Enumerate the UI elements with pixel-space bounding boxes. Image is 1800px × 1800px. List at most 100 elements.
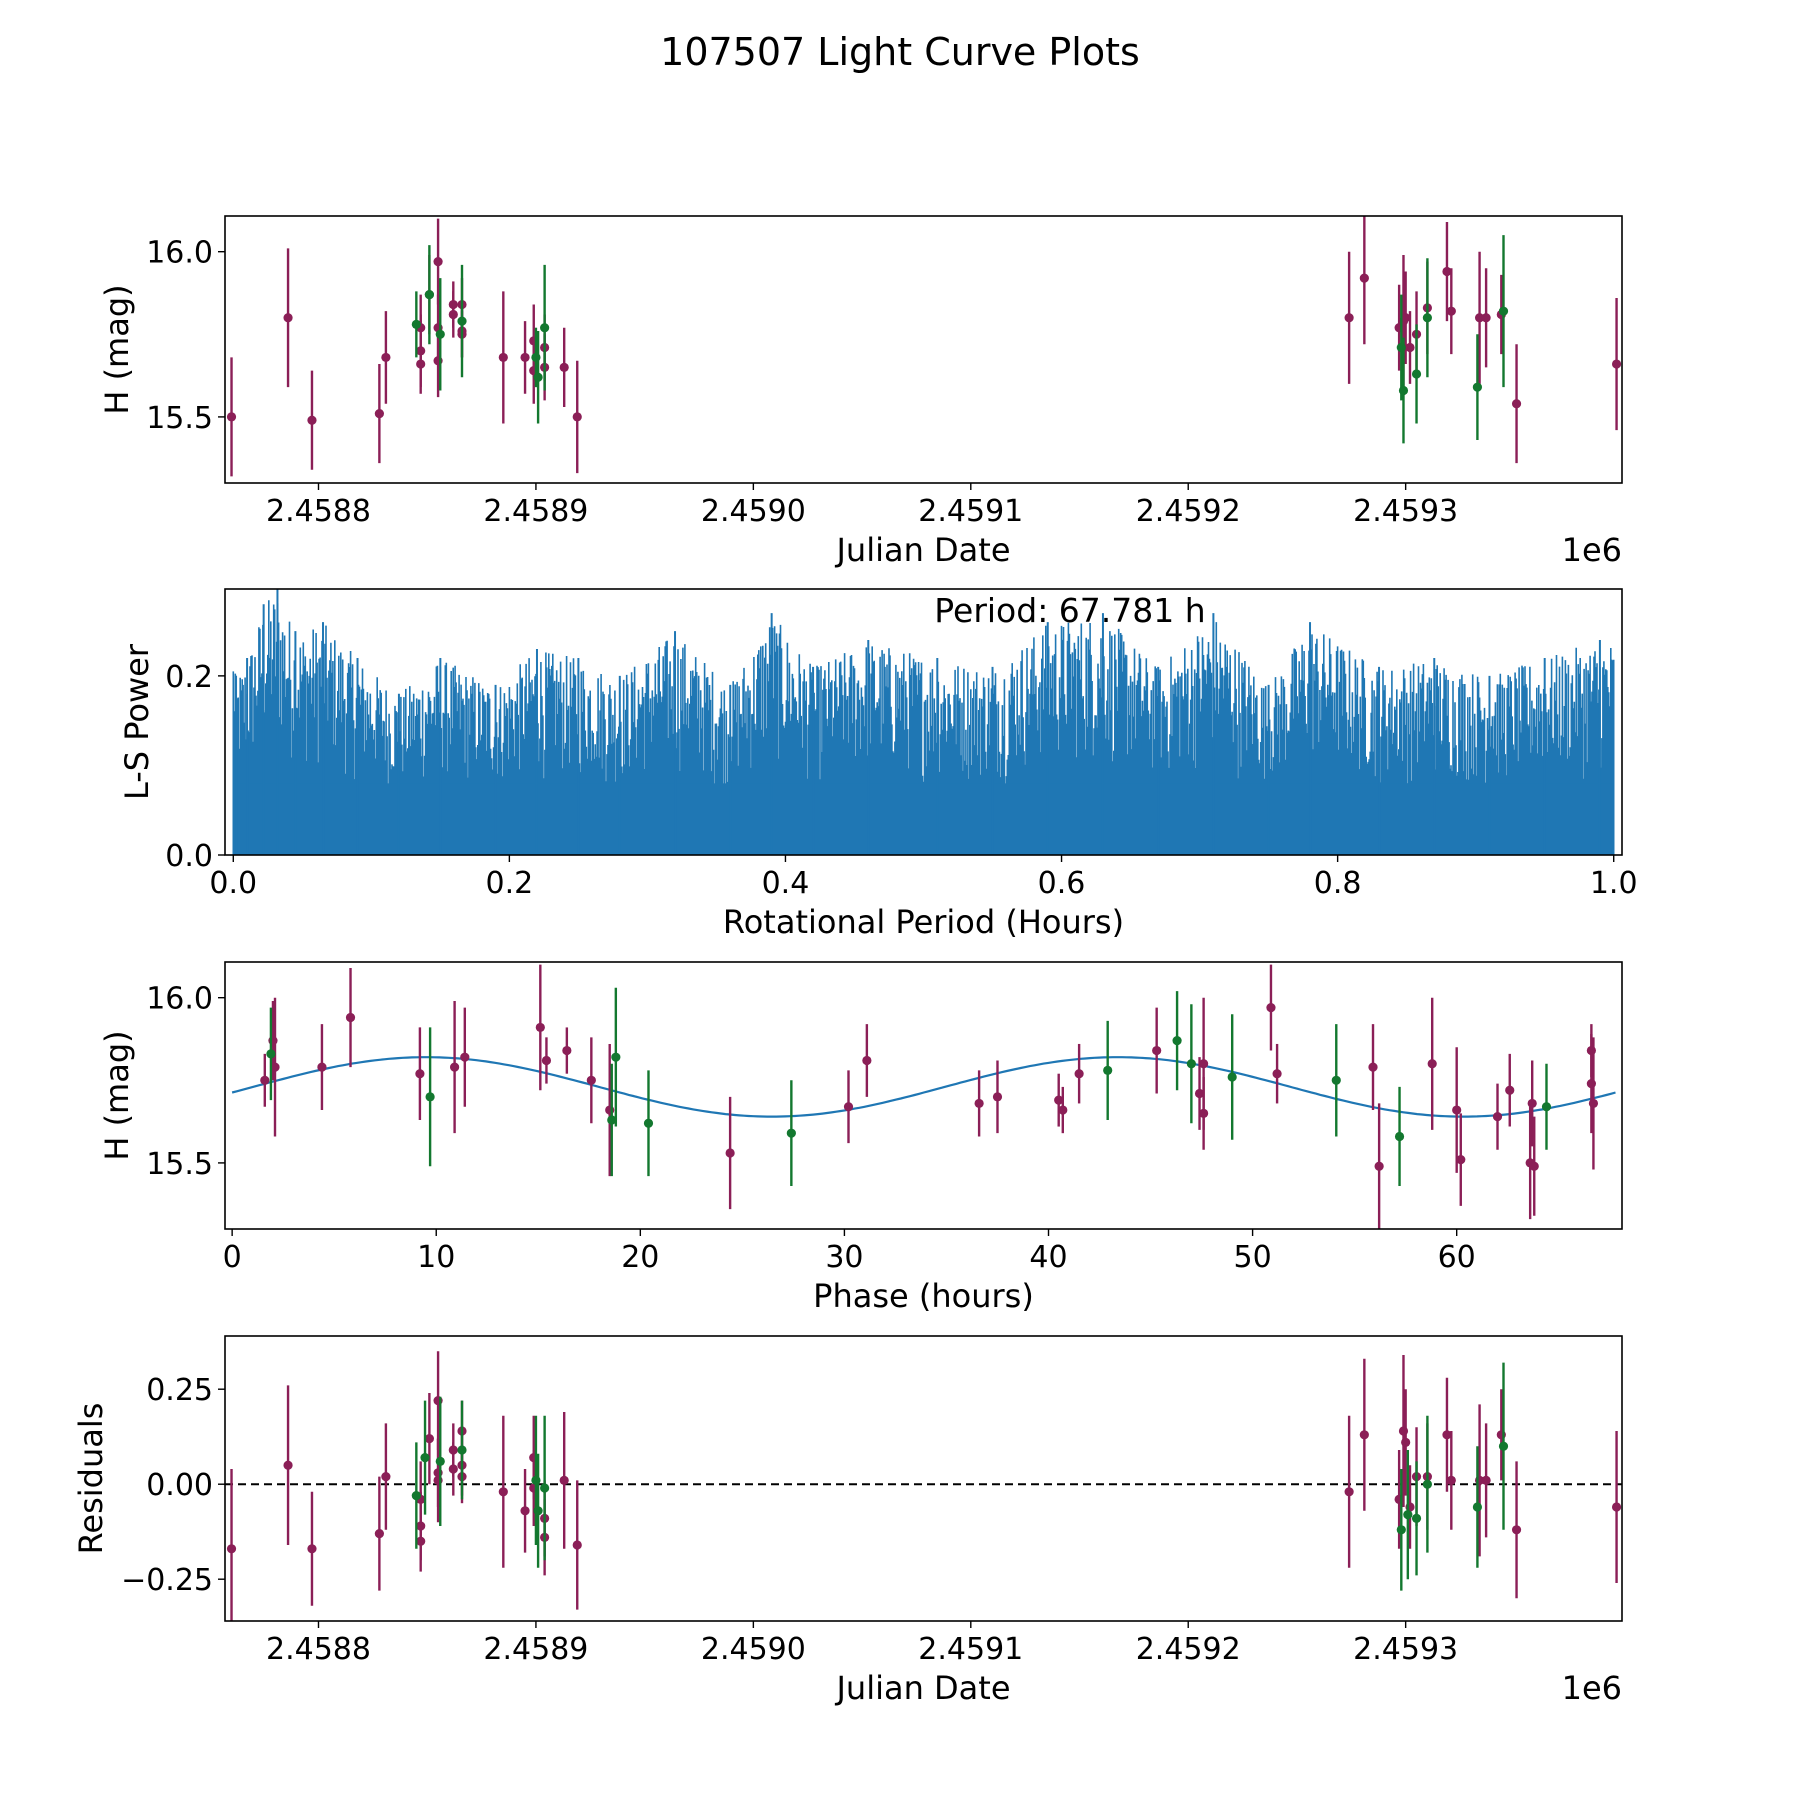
- data-point: [1359, 273, 1369, 283]
- x-tick-label: 2.4593: [1353, 1632, 1458, 1667]
- x-tick-label: 2.4589: [483, 1632, 588, 1667]
- y-tick-label: 16.0: [146, 982, 213, 1017]
- y-tick-label: 0.00: [146, 1468, 213, 1503]
- x-axis-label: Julian Date: [834, 1669, 1010, 1707]
- data-point: [381, 1472, 391, 1482]
- axes-frame: [224, 588, 1623, 856]
- data-point: [559, 1475, 569, 1485]
- axes-frame: [224, 215, 1623, 484]
- data-point: [1588, 1098, 1599, 1109]
- data-point: [345, 1012, 356, 1023]
- x-tick-label: 1.0: [1590, 866, 1638, 901]
- data-point: [317, 1062, 327, 1072]
- data-point: [498, 1487, 508, 1497]
- data-point: [1481, 313, 1491, 323]
- plot-area: [231, 964, 1616, 1229]
- data-point: [643, 1118, 654, 1128]
- data-point: [1401, 1437, 1411, 1447]
- data-point: [1359, 1430, 1369, 1440]
- data-point: [992, 1092, 1003, 1102]
- data-point: [1405, 342, 1415, 353]
- data-point: [540, 323, 550, 333]
- periodogram-floor: [233, 783, 1614, 855]
- data-point: [533, 1506, 543, 1516]
- y-tick-label: 0.0: [165, 839, 213, 874]
- y-axis-label: H (mag): [98, 284, 136, 414]
- data-point: [381, 352, 391, 363]
- x-tick-label: 2.4592: [1136, 494, 1241, 529]
- data-point: [1199, 1059, 1209, 1069]
- period-annotation: Period: 67.781 h: [934, 591, 1205, 630]
- data-point: [226, 1544, 237, 1554]
- data-point: [424, 290, 434, 300]
- data-point: [460, 1052, 470, 1062]
- data-point: [1194, 1088, 1205, 1099]
- data-point: [1394, 1131, 1405, 1142]
- data-point: [1411, 1513, 1422, 1523]
- periodogram-panel: Period: 67.781 h 0.0 0.2 0.4 0.6 0.8 1.0 0.0 0.2…: [118, 588, 1638, 941]
- data-point: [307, 415, 317, 425]
- data-point: [307, 1544, 317, 1554]
- raw-light-curve-panel: 2.4588 2.4589 2.4590 2.4591 2.4592 2.4593 15.5…: [98, 215, 1623, 569]
- data-point: [1368, 1062, 1378, 1072]
- data-point: [974, 1098, 984, 1109]
- data-point: [448, 1464, 458, 1474]
- x-offset-label: 1e6: [1562, 1669, 1622, 1707]
- data-point: [611, 1052, 621, 1062]
- y-tick-label: 0.25: [146, 1373, 213, 1408]
- y-tick-label: 15.5: [146, 401, 213, 436]
- data-point: [1401, 313, 1411, 323]
- data-point: [533, 372, 543, 382]
- data-point: [266, 1049, 276, 1059]
- data-point: [226, 412, 237, 422]
- data-point: [1227, 1072, 1237, 1082]
- data-point: [520, 1506, 530, 1516]
- data-point: [283, 313, 293, 323]
- data-point: [725, 1148, 735, 1158]
- data-point: [1527, 1098, 1537, 1109]
- data-point: [1403, 1510, 1413, 1520]
- data-point: [862, 1055, 872, 1066]
- x-tick-label: 0.6: [1038, 866, 1086, 901]
- x-tick-label: 60: [1438, 1240, 1476, 1275]
- data-point: [1058, 1105, 1068, 1115]
- x-tick-label: 0.8: [1314, 866, 1362, 901]
- data-point: [1442, 266, 1452, 277]
- data-point: [1422, 313, 1432, 323]
- plot-area: [226, 216, 1622, 477]
- data-point: [1103, 1065, 1113, 1075]
- x-tick-label: 2.4590: [701, 1632, 806, 1667]
- data-point: [1474, 313, 1485, 323]
- data-point: [1411, 369, 1422, 379]
- data-point: [572, 412, 582, 422]
- y-axis-label: H (mag): [98, 1030, 136, 1160]
- x-tick-label: 30: [825, 1240, 863, 1275]
- data-point: [843, 1102, 854, 1112]
- data-point: [498, 352, 508, 363]
- x-tick-label: 0.4: [762, 866, 810, 901]
- data-point: [416, 359, 426, 369]
- data-point: [1456, 1155, 1466, 1165]
- data-point: [411, 319, 421, 329]
- data-point: [435, 1456, 445, 1466]
- data-point: [1492, 1112, 1503, 1122]
- data-point: [1172, 1036, 1182, 1046]
- x-tick-label: 2.4591: [918, 494, 1023, 529]
- data-point: [425, 1092, 435, 1102]
- data-point: [1186, 1059, 1196, 1069]
- data-point: [1266, 1003, 1276, 1013]
- data-point: [1505, 1085, 1515, 1095]
- axes-frame: [224, 961, 1623, 1230]
- data-point: [1344, 313, 1354, 323]
- data-point: [457, 316, 467, 326]
- x-tick-label: 0.0: [209, 866, 257, 901]
- data-point: [1511, 399, 1522, 409]
- plot-area: [225, 1351, 1622, 1621]
- data-point: [1481, 1475, 1491, 1485]
- data-point: [420, 1453, 430, 1463]
- data-point: [1272, 1069, 1282, 1079]
- x-axis-label: Phase (hours): [813, 1277, 1034, 1315]
- data-point: [572, 1540, 582, 1550]
- data-point: [1472, 382, 1483, 392]
